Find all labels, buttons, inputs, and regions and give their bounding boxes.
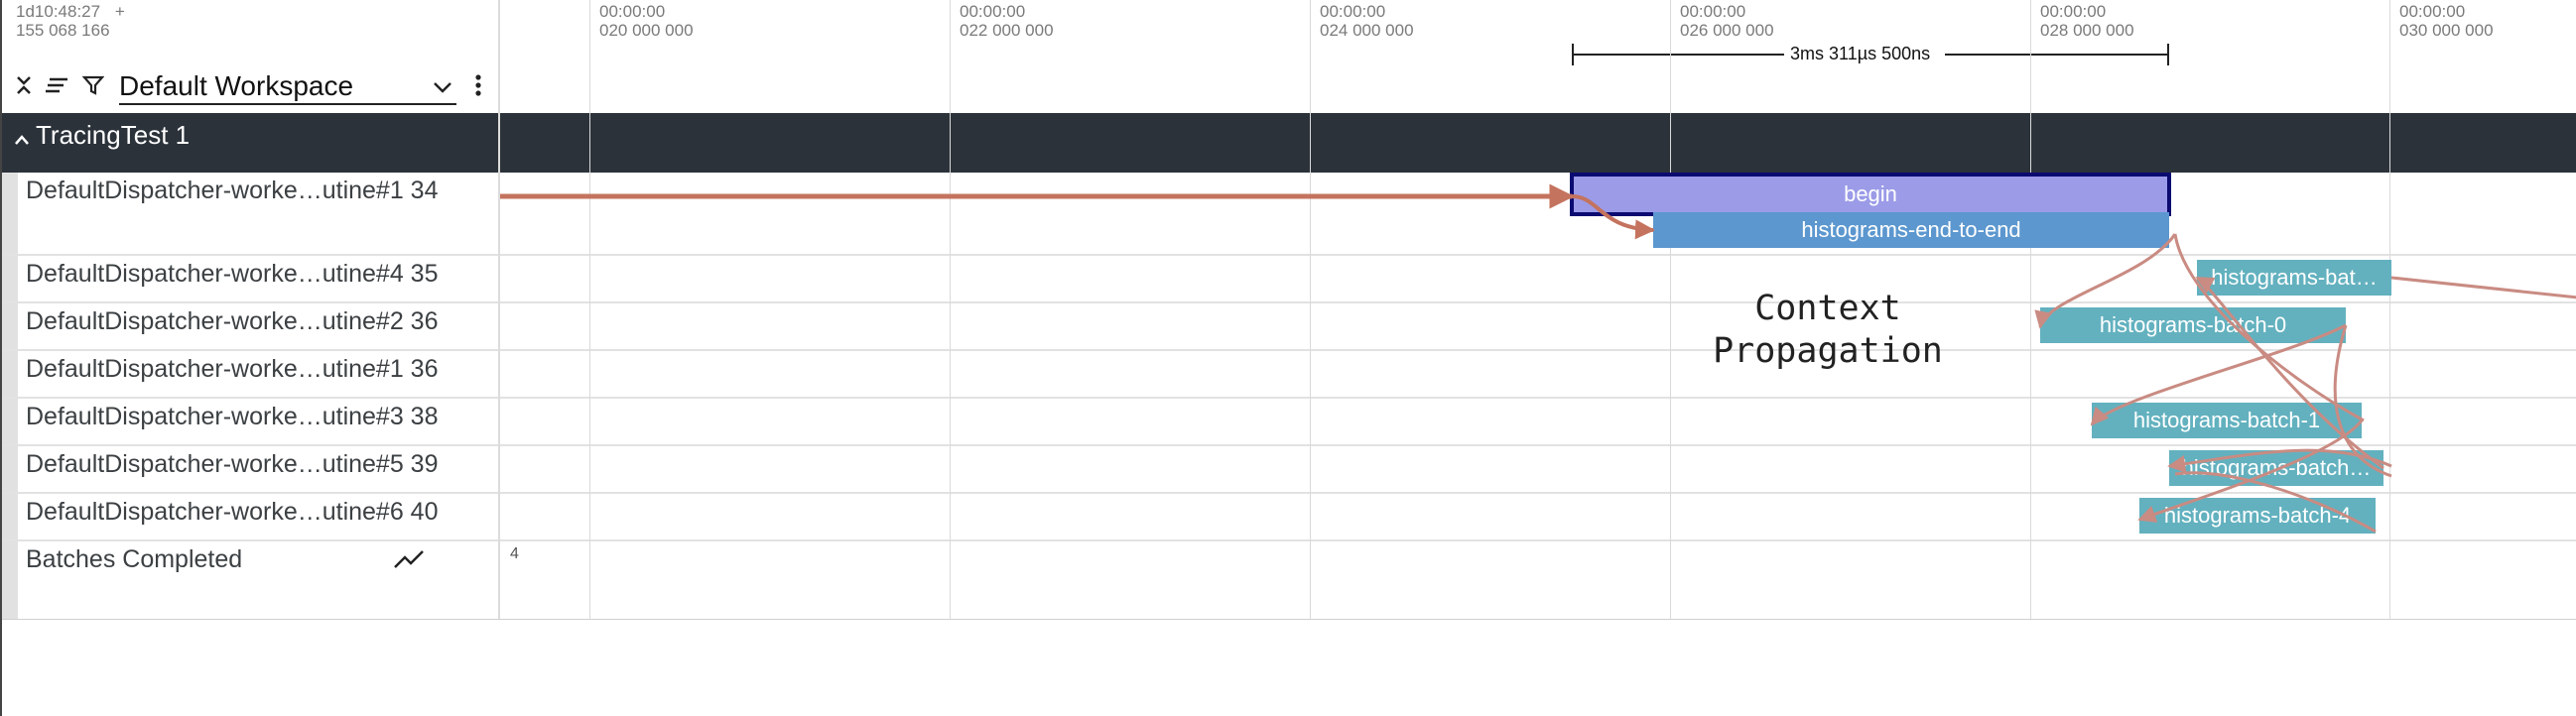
tick-label: 00:00:00 030 000 000 (2399, 2, 2494, 40)
track-row[interactable]: DefaultDispatcher-worke…utine#2 36 (2, 303, 2576, 351)
track-label: DefaultDispatcher-worke…utine#1 34 (26, 177, 439, 204)
duration-label: 3ms 311µs 500ns (1790, 44, 1931, 63)
flow-arrow (2333, 324, 2392, 478)
flow-arrow (2173, 233, 2365, 422)
slice-histograms-batch-4[interactable]: histograms-batch-4 (2139, 498, 2376, 534)
group-title: TracingTest 1 (14, 115, 190, 157)
track-row[interactable]: DefaultDispatcher-worke…utine#4 35 (2, 256, 2576, 303)
slice-histograms-batch[interactable]: histograms-batch… (2169, 450, 2383, 486)
track-label: DefaultDispatcher-worke…utine#5 39 (26, 450, 439, 478)
track-row[interactable]: DefaultDispatcher-worke…utine#6 40 (2, 494, 2576, 541)
tick-label: 00:00:00 020 000 000 (599, 2, 694, 40)
slice-histograms-end-to-end[interactable]: histograms-end-to-end (1653, 212, 2169, 248)
track-row[interactable]: DefaultDispatcher-worke…utine#1 36 (2, 351, 2576, 399)
origin-plus: + (114, 2, 125, 21)
slice-histograms-batch-0[interactable]: histograms-batch-0 (2040, 307, 2346, 343)
workspace-select[interactable]: Default Workspace (119, 69, 456, 105)
counter-value: 4 (510, 545, 519, 562)
collapse-all-icon[interactable] (10, 71, 38, 99)
filter-icon[interactable] (79, 71, 107, 99)
workspace-label: Default Workspace (119, 70, 354, 101)
context-propagation-annotation: Context Propagation (1713, 289, 1943, 371)
track-row[interactable]: DefaultDispatcher-worke…utine#1 34 (2, 173, 2576, 256)
flow-arrow (2090, 323, 2347, 426)
track-shell-divider[interactable] (498, 0, 500, 620)
origin-ns: 155 068 166 (16, 21, 110, 40)
track-label: Batches Completed (26, 545, 243, 573)
slice-histograms-batch-1[interactable]: histograms-batch-1 (2092, 403, 2362, 438)
track-row[interactable]: DefaultDispatcher-worke…utine#3 38 (2, 399, 2576, 446)
tick-label: 00:00:00 022 000 000 (960, 2, 1054, 40)
grid-line (2389, 0, 2390, 620)
track-row[interactable]: DefaultDispatcher-worke…utine#5 39 (2, 446, 2576, 494)
tracks-bottom-border (2, 619, 2576, 620)
track-label: DefaultDispatcher-worke…utine#2 36 (26, 307, 439, 335)
track-label: DefaultDispatcher-worke…utine#6 40 (26, 498, 439, 526)
duration-marker: 3ms 311µs 500ns (1572, 44, 2169, 65)
track-label: DefaultDispatcher-worke…utine#4 35 (26, 260, 439, 288)
flow-arrow (2034, 233, 2177, 329)
flow-arrow (1571, 194, 1655, 240)
tick-label: 00:00:00 024 000 000 (1320, 2, 1414, 40)
flow-arrow (2390, 276, 2576, 299)
tick-label: 00:00:00 026 000 000 (1680, 2, 1774, 40)
more-options-icon[interactable] (464, 71, 492, 99)
chevron-down-icon (433, 73, 452, 99)
grid-line (2030, 0, 2031, 620)
chevron-up-icon (14, 117, 30, 157)
grid-line (1670, 0, 1671, 620)
sort-icon[interactable] (44, 71, 71, 99)
grid-line (950, 0, 951, 620)
slice-histograms-batch[interactable]: histograms-bat… (2197, 260, 2391, 296)
track-label: DefaultDispatcher-worke…utine#1 36 (26, 355, 439, 383)
flow-arrow (2137, 419, 2364, 523)
track-label: DefaultDispatcher-worke…utine#3 38 (26, 403, 439, 430)
tick-label: 00:00:00 028 000 000 (2040, 2, 2134, 40)
counter-track-row[interactable]: Batches Completed (2, 541, 2576, 619)
track-group-header[interactable]: TracingTest 1 (2, 113, 2576, 173)
origin-time: 1d10:48:27 (16, 2, 101, 21)
grid-line (589, 0, 590, 620)
line-chart-icon[interactable] (393, 547, 425, 571)
track-toolbar: Default Workspace (2, 61, 498, 111)
flow-arrow (2167, 448, 2392, 473)
flow-arrow (2174, 471, 2377, 534)
grid-line (1310, 0, 1311, 620)
timestamp-origin: 1d10:48:27 + 155 068 166 (16, 2, 125, 40)
